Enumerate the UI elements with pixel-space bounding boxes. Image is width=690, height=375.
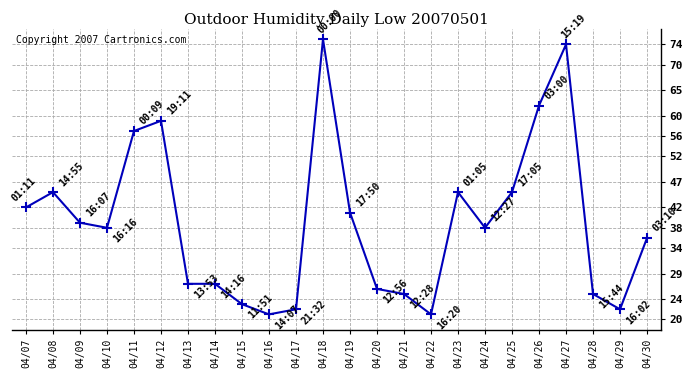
Text: 16:07: 16:07: [84, 191, 112, 219]
Text: 01:05: 01:05: [462, 160, 490, 188]
Text: 12:27: 12:27: [489, 196, 517, 223]
Text: 16:16: 16:16: [111, 217, 139, 244]
Text: 21:32: 21:32: [300, 298, 328, 326]
Text: 03:10: 03:10: [651, 206, 679, 234]
Text: 00:00: 00:00: [316, 8, 344, 35]
Text: 17:50: 17:50: [354, 180, 382, 209]
Text: 11:51: 11:51: [246, 293, 274, 321]
Text: 12:56: 12:56: [381, 278, 409, 306]
Text: 01:11: 01:11: [9, 176, 37, 203]
Text: 17:05: 17:05: [516, 160, 544, 188]
Text: 15:44: 15:44: [597, 283, 625, 310]
Text: 13:53: 13:53: [192, 273, 220, 300]
Text: 14:16: 14:16: [219, 273, 247, 300]
Text: 03:00: 03:00: [543, 74, 571, 101]
Title: Outdoor Humidity Daily Low 20070501: Outdoor Humidity Daily Low 20070501: [184, 13, 489, 27]
Text: 14:55: 14:55: [57, 160, 85, 188]
Text: Copyright 2007 Cartronics.com: Copyright 2007 Cartronics.com: [16, 35, 186, 45]
Text: 19:11: 19:11: [165, 89, 193, 117]
Text: 16:02: 16:02: [624, 298, 652, 326]
Text: 00:09: 00:09: [138, 99, 166, 127]
Text: 12:28: 12:28: [408, 283, 436, 310]
Text: 14:07: 14:07: [273, 303, 301, 331]
Text: 16:20: 16:20: [435, 303, 463, 331]
Text: 15:19: 15:19: [559, 12, 587, 40]
